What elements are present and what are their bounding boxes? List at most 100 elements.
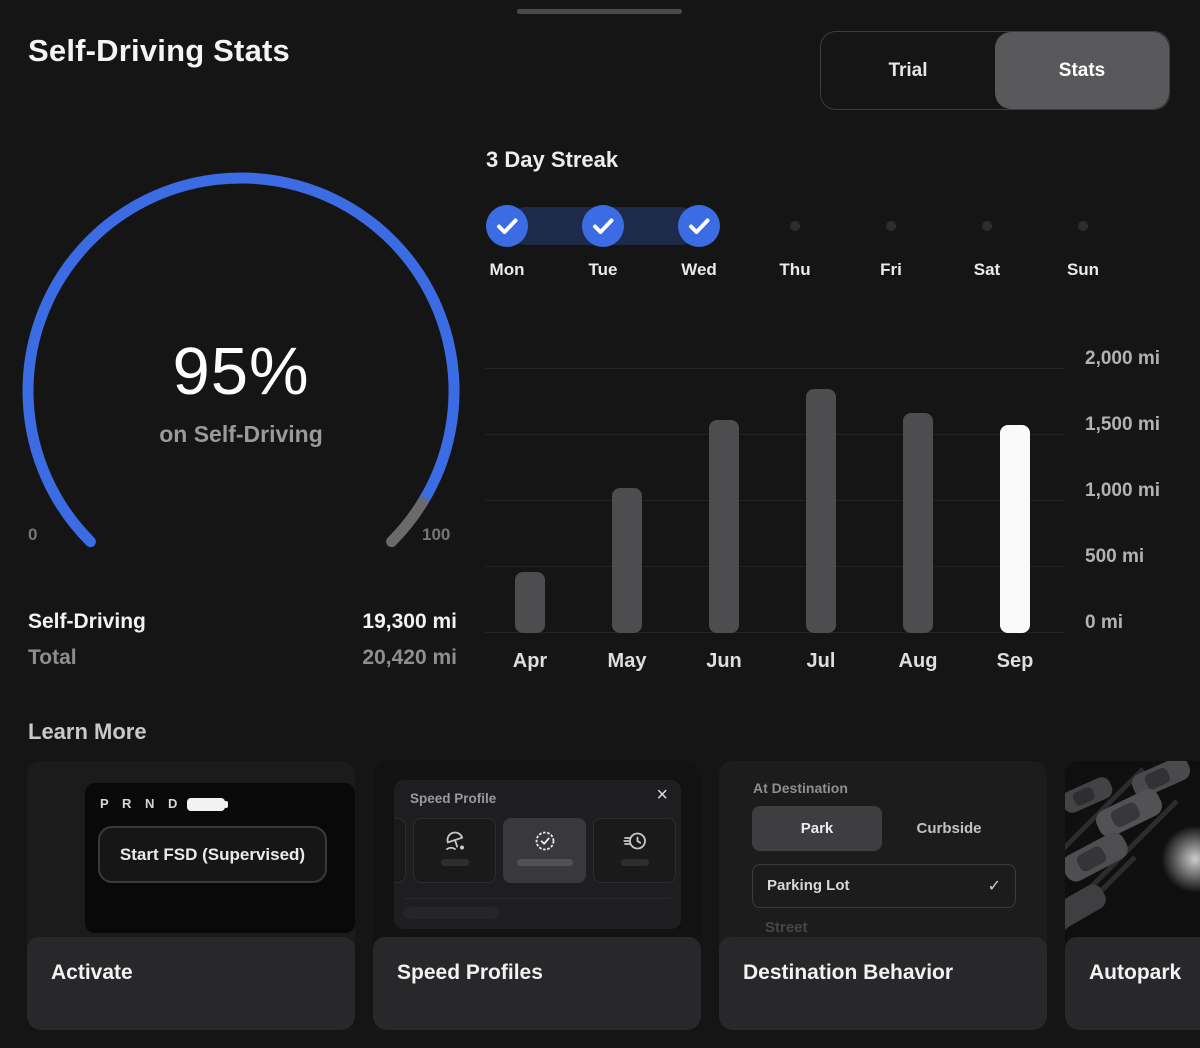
card-label-activate: Activate bbox=[51, 961, 133, 985]
y-axis-tick: 0 mi bbox=[1085, 612, 1123, 634]
day-label: Thu bbox=[779, 260, 810, 280]
day-label: Fri bbox=[880, 260, 902, 280]
card-label-autopark: Autopark bbox=[1089, 961, 1181, 985]
x-axis-label-jun: Jun bbox=[706, 650, 742, 673]
speed-profile-options bbox=[394, 818, 681, 883]
segment-park-selected: Park bbox=[752, 806, 882, 851]
dialog-divider bbox=[404, 898, 671, 899]
gridline bbox=[485, 566, 1065, 567]
overall-total-row: Total 20,420 mi bbox=[28, 646, 457, 670]
streak-title: 3 Day Streak bbox=[486, 147, 618, 173]
x-axis-label-apr: Apr bbox=[513, 650, 547, 673]
y-axis-tick: 1,500 mi bbox=[1085, 414, 1160, 436]
day-label: Mon bbox=[490, 260, 525, 280]
total-label: Total bbox=[28, 646, 77, 670]
day-label: Wed bbox=[681, 260, 717, 280]
total-value: 20,420 mi bbox=[362, 646, 457, 670]
gridline bbox=[485, 632, 1065, 633]
x-axis-label-jul: Jul bbox=[807, 650, 836, 673]
street-option-label: Street bbox=[765, 919, 808, 936]
battery-icon bbox=[187, 798, 225, 811]
parking-lot-option-row: Parking Lot ✓ bbox=[752, 864, 1016, 908]
tile-placeholder bbox=[441, 859, 469, 866]
day-completed-check-icon bbox=[582, 205, 624, 247]
day-empty-dot bbox=[790, 221, 800, 231]
streak-day-thu: Thu bbox=[747, 205, 843, 280]
self-driving-label: Self-Driving bbox=[28, 610, 146, 634]
gauge-sublabel: on Self-Driving bbox=[18, 421, 464, 448]
streak-day-tue: Tue bbox=[555, 205, 651, 280]
day-empty-dot bbox=[886, 221, 896, 231]
y-axis-tick: 1,000 mi bbox=[1085, 480, 1160, 502]
self-driving-stats-screen: Self-Driving Stats Trial Stats 95% on Se… bbox=[0, 0, 1200, 1048]
gauge-arc-remainder bbox=[392, 502, 423, 541]
self-driving-value: 19,300 mi bbox=[362, 610, 457, 634]
hurry-clock-icon bbox=[622, 828, 648, 854]
speed-tile-chill bbox=[413, 818, 496, 883]
gauge-value: 95% bbox=[18, 337, 464, 407]
start-fsd-button-preview: Start FSD (Supervised) bbox=[98, 826, 327, 883]
tab-stats[interactable]: Stats bbox=[995, 32, 1169, 109]
close-icon: × bbox=[656, 784, 668, 807]
streak-day-wed: Wed bbox=[651, 205, 747, 280]
speed-tile-hurry bbox=[593, 818, 676, 883]
card-label-strip: Activate bbox=[27, 937, 355, 1030]
segment-curbside: Curbside bbox=[882, 806, 1016, 851]
check-icon: ✓ bbox=[988, 865, 1001, 907]
x-axis-label-sep: Sep bbox=[997, 650, 1034, 673]
gear-indicator: P R N D bbox=[100, 796, 182, 811]
bar-sep bbox=[1000, 425, 1030, 633]
x-axis-label-aug: Aug bbox=[899, 650, 938, 673]
bar-chart-y-labels: 2,000 mi 1,500 mi 1,000 mi 500 mi 0 mi bbox=[1085, 338, 1197, 633]
card-speed-profiles[interactable]: Speed Profile × bbox=[373, 761, 701, 1030]
day-empty-dot bbox=[1078, 221, 1088, 231]
gridline bbox=[485, 368, 1065, 369]
bar-apr bbox=[515, 572, 545, 633]
tab-trial[interactable]: Trial bbox=[821, 32, 995, 109]
bar-jul bbox=[806, 389, 836, 633]
gauge-min-label: 0 bbox=[28, 525, 37, 545]
badge-check-icon bbox=[532, 828, 558, 854]
card-destination-behavior[interactable]: At Destination Park Curbside Parking Lot… bbox=[719, 761, 1047, 1030]
x-axis-label-may: May bbox=[608, 650, 647, 673]
gauge-max-label: 100 bbox=[422, 525, 450, 545]
bar-chart-x-labels: Apr May Jun Jul Aug Sep bbox=[485, 650, 1065, 676]
tile-placeholder bbox=[621, 859, 649, 866]
option-label: Parking Lot bbox=[767, 865, 850, 907]
learn-more-title: Learn More bbox=[28, 719, 147, 745]
bar-may bbox=[612, 488, 642, 633]
at-destination-label: At Destination bbox=[753, 780, 848, 796]
page-title: Self-Driving Stats bbox=[28, 33, 290, 69]
day-empty-dot bbox=[982, 221, 992, 231]
day-label: Sat bbox=[974, 260, 1000, 280]
streak-day-sun: Sun bbox=[1035, 205, 1131, 280]
streak-day-sat: Sat bbox=[939, 205, 1035, 280]
y-axis-tick: 2,000 mi bbox=[1085, 348, 1160, 370]
card-label-speed-profiles: Speed Profiles bbox=[397, 961, 543, 985]
speed-profile-dialog-preview: Speed Profile × bbox=[394, 780, 681, 929]
bar-chart-plot bbox=[485, 338, 1065, 633]
view-toggle: Trial Stats bbox=[820, 31, 1170, 110]
day-label: Sun bbox=[1067, 260, 1099, 280]
chill-umbrella-icon bbox=[442, 828, 468, 854]
self-driving-gauge: 95% on Self-Driving 0 100 bbox=[18, 165, 464, 560]
tile-placeholder bbox=[517, 859, 573, 866]
speed-tile-partial-left bbox=[394, 818, 406, 883]
streak-day-fri: Fri bbox=[843, 205, 939, 280]
mileage-totals: Self-Driving 19,300 mi Total 20,420 mi bbox=[28, 610, 457, 670]
drag-handle[interactable] bbox=[517, 9, 682, 14]
card-label-strip: Speed Profiles bbox=[373, 937, 701, 1030]
day-completed-check-icon bbox=[486, 205, 528, 247]
card-activate[interactable]: P R N D Start FSD (Supervised) Activate bbox=[27, 761, 355, 1030]
day-label: Tue bbox=[589, 260, 618, 280]
destination-segmented-preview: Park Curbside bbox=[752, 806, 1016, 851]
self-driving-total-row: Self-Driving 19,300 mi bbox=[28, 610, 457, 634]
streak-day-mon: Mon bbox=[459, 205, 555, 280]
y-axis-tick: 500 mi bbox=[1085, 546, 1144, 568]
card-autopark[interactable]: Autopark bbox=[1065, 761, 1200, 1030]
streak-days: Mon Tue Wed Thu Fri Sat Sun bbox=[459, 205, 1131, 280]
bar-jun bbox=[709, 420, 739, 633]
card-label-strip: Destination Behavior bbox=[719, 937, 1047, 1030]
dialog-title: Speed Profile bbox=[410, 791, 496, 806]
activate-preview-panel: P R N D Start FSD (Supervised) bbox=[85, 783, 355, 933]
